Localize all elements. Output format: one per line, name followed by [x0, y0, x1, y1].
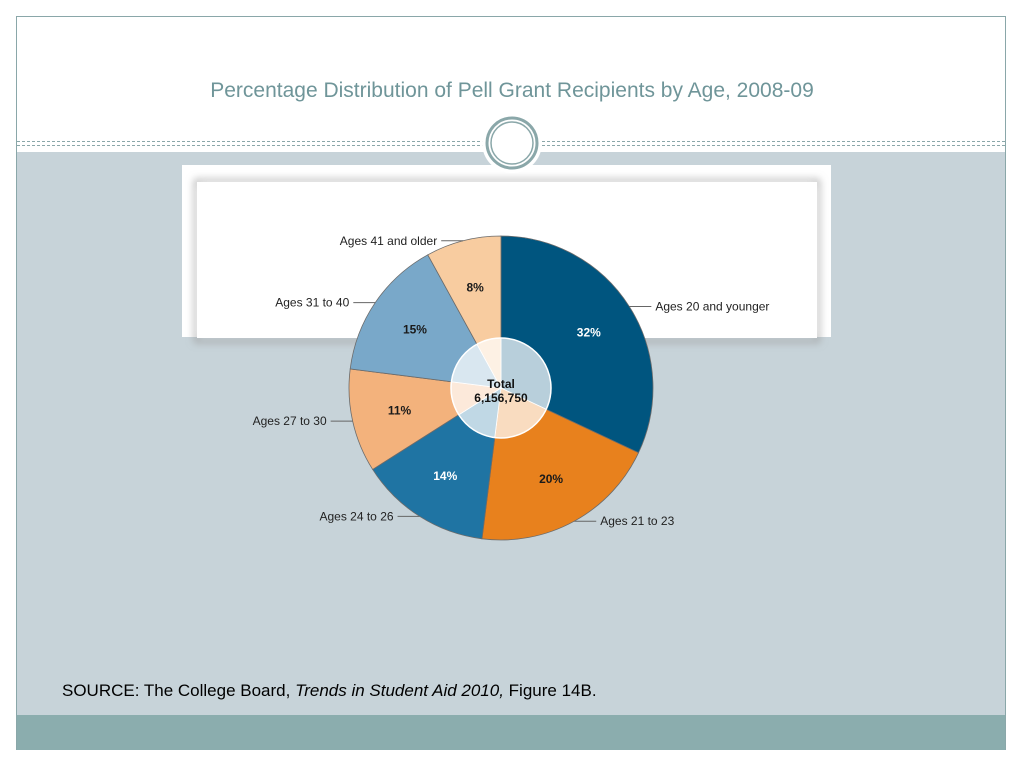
slice-category-label: Ages 20 and younger [655, 300, 769, 314]
slide-title: Percentage Distribution of Pell Grant Re… [210, 79, 814, 102]
source-note: SOURCE: The College Board, Trends in Stu… [62, 681, 597, 701]
source-suffix: Figure 14B. [503, 681, 597, 700]
slice-value-label: 15% [403, 323, 427, 337]
ring-inner [490, 121, 534, 165]
center-total-value: 6,156,750 [474, 391, 528, 405]
hub-ring [450, 337, 552, 439]
source-title: Trends in Student Aid 2010, [295, 681, 504, 700]
slice-category-label: Ages 27 to 30 [253, 414, 327, 428]
pie-labels: 32% Ages 20 and younger 20% Ages 21 to 23 14… [253, 234, 770, 528]
slice-value-label: 14% [433, 469, 457, 483]
slice-value-label: 20% [539, 472, 563, 486]
footer-bar [17, 715, 1005, 750]
slice-value-label: 32% [577, 325, 601, 339]
slice-category-label: Ages 21 to 23 [600, 514, 674, 528]
slice-category-label: Ages 24 to 26 [319, 509, 393, 523]
slice-value-label: 8% [466, 280, 484, 294]
source-prefix: SOURCE: The College Board, [62, 681, 296, 700]
slice-category-label: Ages 41 and older [340, 234, 437, 248]
ring-outer [485, 116, 539, 170]
pie-center-hub [450, 337, 552, 439]
slice-value-label: 11% [388, 404, 412, 418]
slice-category-label: Ages 31 to 40 [275, 296, 349, 310]
center-total-label: Total [487, 377, 515, 391]
